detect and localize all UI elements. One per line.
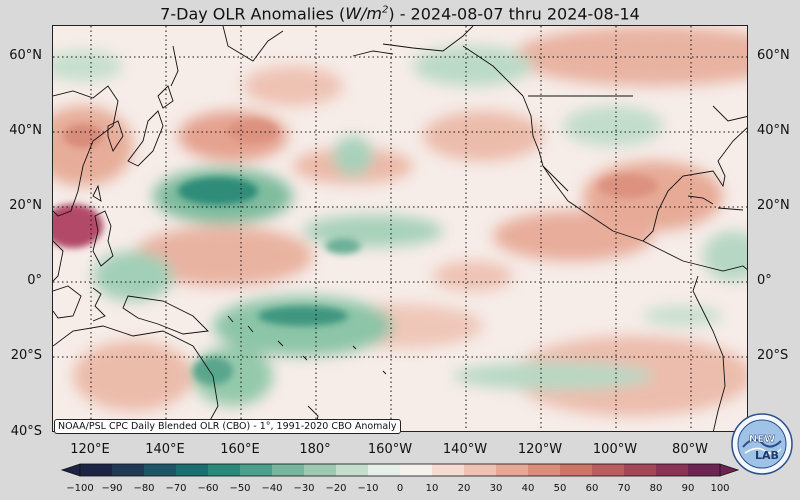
colorbar-tick-label: 100 — [710, 483, 730, 494]
colorbar-tick-label: 30 — [489, 483, 503, 494]
colorbar-tick-label: −60 — [197, 483, 219, 494]
colorbar-tick-label: 0 — [396, 483, 404, 494]
colorbar-tick-label: −50 — [229, 483, 251, 494]
lat-label-eq-left: 0° — [27, 273, 42, 288]
colorbar-tick-label: 90 — [681, 483, 695, 494]
logo-top-text: NEW — [749, 434, 775, 445]
colorbar-swatch — [592, 464, 625, 476]
lon-label-140e: 140°E — [145, 442, 185, 457]
anomaly-field-cores — [53, 119, 658, 385]
lat-label-20s-left: 20°S — [10, 348, 42, 363]
colorbar-tick-label: 50 — [553, 483, 567, 494]
colorbar-swatch — [368, 464, 401, 476]
lat-label-20n-left: 20°N — [9, 198, 42, 213]
lon-label-100w: 100°W — [592, 442, 638, 457]
lon-label-160e: 160°E — [220, 442, 260, 457]
colorbar-tick-label: −100 — [66, 483, 94, 494]
map-title: 7-Day OLR Anomalies (W/m2) - 2024-08-07 … — [160, 4, 640, 24]
colorbar-tick-label: 70 — [617, 483, 631, 494]
lon-label-180: 180° — [299, 442, 331, 457]
lat-label-40n-right: 40°N — [757, 123, 790, 138]
colorbar-swatch — [464, 464, 497, 476]
lat-label-20s-right: 20°S — [757, 348, 789, 363]
colorbar-tick-label: 20 — [457, 483, 471, 494]
colorbar-swatch — [400, 464, 433, 476]
lat-label-40s-left: 40°S — [10, 424, 42, 439]
colorbar-tick-label: −20 — [325, 483, 347, 494]
colorbar-swatch — [656, 464, 689, 476]
colorbar-swatch — [560, 464, 593, 476]
colorbar-swatch — [688, 464, 721, 476]
colorbar-tick-label: 40 — [521, 483, 535, 494]
lon-label-120e: 120°E — [70, 442, 110, 457]
colorbar — [60, 462, 740, 482]
data-credit: NOAA/PSL CPC Daily Blended OLR (CBO) - 1… — [54, 419, 401, 434]
lat-label-40n-left: 40°N — [9, 123, 42, 138]
colorbar-swatch — [240, 464, 273, 476]
colorbar-swatch — [112, 464, 145, 476]
colorbar-tick-label: −90 — [101, 483, 123, 494]
logo-bottom-text: LAB — [755, 449, 779, 462]
colorbar-swatch — [496, 464, 529, 476]
colorbar-border — [79, 463, 721, 477]
colorbar-tick-label: −80 — [133, 483, 155, 494]
colorbar-tick-label: 10 — [425, 483, 439, 494]
coastlines — [53, 26, 747, 431]
colorbar-swatch — [432, 464, 465, 476]
colorbar-swatch — [336, 464, 369, 476]
colorbar-swatch — [272, 464, 305, 476]
colorbar-swatch — [80, 464, 113, 476]
lon-label-120w: 120°W — [517, 442, 563, 457]
lon-label-80w: 80°W — [672, 442, 708, 457]
colorbar-swatch — [624, 464, 657, 476]
colorbar-extend-high — [719, 463, 740, 477]
lat-label-60n-right: 60°N — [757, 48, 790, 63]
lon-label-140w: 140°W — [442, 442, 488, 457]
olr-anomaly-map — [52, 25, 748, 432]
lon-label-160w: 160°W — [367, 442, 413, 457]
colorbar-tick-label: −70 — [165, 483, 187, 494]
lat-label-60n-left: 60°N — [9, 48, 42, 63]
graticule — [53, 26, 747, 431]
colorbar-tick-label: 60 — [585, 483, 599, 494]
colorbar-tick-label: −40 — [261, 483, 283, 494]
colorbar-tick-label: −10 — [357, 483, 379, 494]
colorbar-tick-label: −30 — [293, 483, 315, 494]
colorbar-tick-label: 80 — [649, 483, 663, 494]
colorbar-swatch — [144, 464, 177, 476]
colorbar-swatch — [304, 464, 337, 476]
colorbar-swatch — [208, 464, 241, 476]
lab-logo: NEW LAB — [731, 413, 793, 475]
colorbar-swatch — [528, 464, 561, 476]
colorbar-extend-low — [60, 463, 81, 477]
colorbar-swatch — [176, 464, 209, 476]
lat-label-eq-right: 0° — [757, 273, 772, 288]
lat-label-20n-right: 20°N — [757, 198, 790, 213]
